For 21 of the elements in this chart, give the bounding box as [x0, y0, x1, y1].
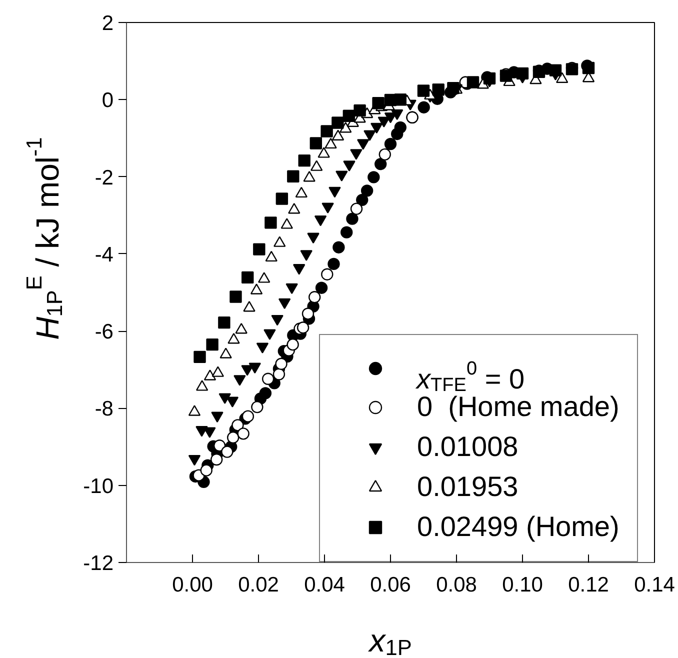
x-tick-label: 0.00 [172, 574, 213, 596]
y-tick-label: -4 [94, 243, 114, 266]
x-tick-label: 0.06 [370, 574, 411, 596]
x-tick-label: 0.10 [502, 574, 543, 596]
x-tick-label: 0.08 [436, 574, 477, 596]
y-tick-label: -6 [94, 320, 114, 344]
legend-label: 0.01008 [417, 431, 518, 463]
x-tick-label: 0.04 [304, 574, 346, 596]
y-tick-label: -10 [83, 474, 114, 498]
x-tick-label: 0.02 [238, 574, 279, 596]
legend-label: 0 (Home made) [417, 391, 620, 423]
x-tick-label: 0.14 [634, 574, 676, 596]
y-tick-label: -12 [83, 552, 114, 575]
legend-label: 0.02499 (Home) [417, 511, 620, 543]
y-tick-label: -2 [94, 166, 114, 190]
legend-label: 0.01953 [417, 471, 518, 503]
y-tick-label: 2 [102, 12, 114, 35]
y-axis-title: H1PE / kJ mol-1 [22, 137, 68, 340]
x-tick-label: 0.12 [568, 574, 609, 596]
y-tick-label: 0 [102, 89, 114, 112]
y-tick-label: -8 [94, 398, 114, 421]
